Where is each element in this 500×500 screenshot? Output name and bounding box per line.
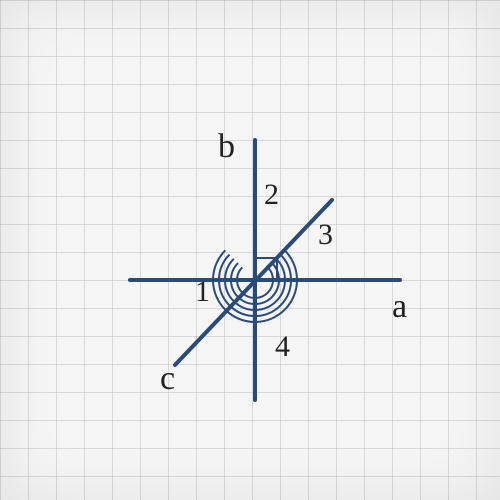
angle-label-1: 1: [195, 275, 210, 309]
angle-label-4: 4: [275, 330, 290, 364]
intersecting-lines-diagram: [0, 0, 500, 500]
label-c: c: [160, 360, 175, 398]
label-a: a: [392, 288, 407, 326]
angle-label-3: 3: [318, 218, 333, 252]
angle-label-2: 2: [264, 178, 279, 212]
label-b: b: [218, 128, 235, 166]
